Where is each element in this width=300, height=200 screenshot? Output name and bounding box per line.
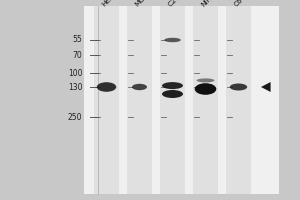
Ellipse shape bbox=[195, 83, 216, 95]
Text: 100: 100 bbox=[68, 68, 83, 77]
Ellipse shape bbox=[162, 90, 183, 98]
Bar bbox=[226, 6, 251, 194]
Bar bbox=[193, 6, 218, 194]
Text: 55: 55 bbox=[73, 36, 82, 45]
Ellipse shape bbox=[97, 82, 116, 92]
Text: 130: 130 bbox=[68, 83, 83, 92]
Ellipse shape bbox=[230, 84, 247, 90]
Bar bbox=[127, 6, 152, 194]
Ellipse shape bbox=[196, 78, 214, 82]
Ellipse shape bbox=[162, 82, 183, 89]
Polygon shape bbox=[261, 82, 271, 92]
Text: MCF-7: MCF-7 bbox=[134, 0, 154, 8]
Text: C6: C6 bbox=[233, 0, 244, 8]
Bar bbox=[84, 6, 279, 194]
Ellipse shape bbox=[132, 84, 147, 90]
Text: Hela: Hela bbox=[101, 0, 117, 8]
Text: NIH/3T3: NIH/3T3 bbox=[200, 0, 225, 8]
Text: 250: 250 bbox=[68, 112, 83, 121]
Bar bbox=[94, 6, 119, 194]
Ellipse shape bbox=[164, 38, 181, 42]
Text: C2C12: C2C12 bbox=[167, 0, 188, 8]
Bar bbox=[160, 6, 185, 194]
Text: 70: 70 bbox=[73, 50, 82, 60]
